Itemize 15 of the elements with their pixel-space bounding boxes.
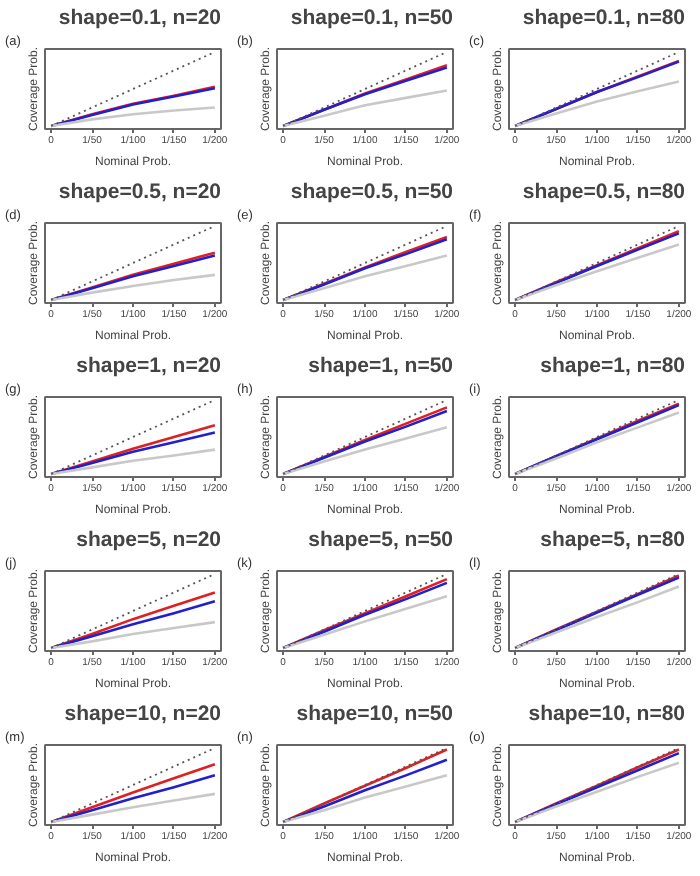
chart-title: shape=0.5, n=80 bbox=[522, 180, 686, 204]
chart-title: shape=10, n=50 bbox=[296, 702, 454, 726]
chart-title: shape=0.5, n=50 bbox=[290, 180, 454, 204]
chart-title: shape=0.5, n=20 bbox=[58, 180, 222, 204]
chart-title: shape=1, n=20 bbox=[76, 354, 222, 378]
chart-title: shape=5, n=50 bbox=[308, 528, 454, 552]
chart-title: shape=1, n=50 bbox=[308, 354, 454, 378]
chart-title: shape=10, n=20 bbox=[64, 702, 222, 726]
chart-title: shape=0.1, n=80 bbox=[522, 6, 686, 30]
chart-title: shape=5, n=80 bbox=[540, 528, 686, 552]
chart-title: shape=5, n=20 bbox=[76, 528, 222, 552]
chart-title: shape=0.1, n=50 bbox=[290, 6, 454, 30]
chart-title: shape=1, n=80 bbox=[540, 354, 686, 378]
chart-title: shape=10, n=80 bbox=[528, 702, 686, 726]
chart-title: shape=0.1, n=20 bbox=[58, 6, 222, 30]
